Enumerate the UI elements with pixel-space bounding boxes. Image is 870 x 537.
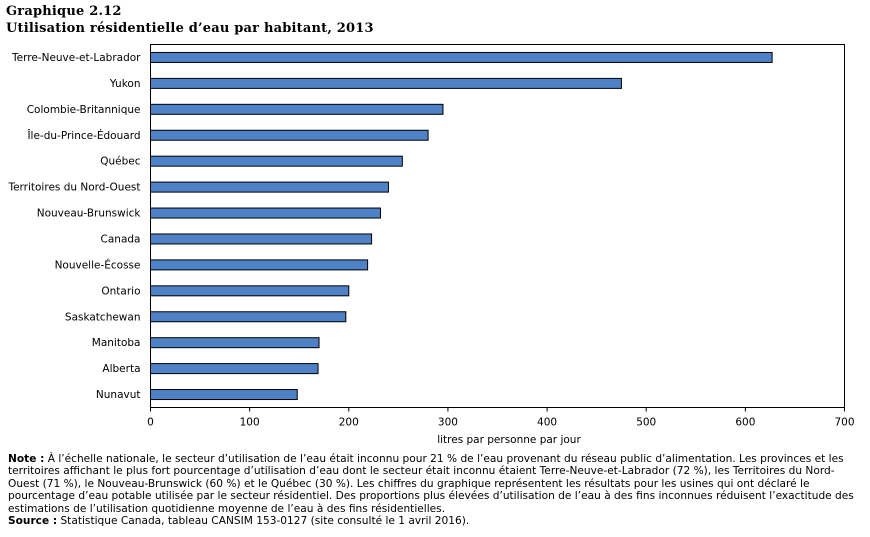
category-label-4: Québec [100,156,141,168]
bar-2 [150,103,444,115]
bars-group [150,51,773,401]
x-tick-label-3: 300 [438,417,458,429]
bar-9 [150,285,350,297]
category-label-11: Manitoba [92,337,141,349]
bar-5 [150,181,389,193]
bar-1 [150,77,622,89]
figure-number: Graphique 2.12 [6,4,122,19]
bar-0 [150,51,773,63]
chart-header: Graphique 2.12 Utilisation résidentielle… [6,3,374,37]
category-label-12: Alberta [102,363,140,375]
bar-13 [150,389,298,401]
note-label: Note : [8,453,45,465]
source-text: Statistique Canada, tableau CANSIM 153-0… [60,515,470,528]
bar-12 [150,363,319,375]
category-label-2: Colombie-Britannique [27,104,141,116]
category-labels-group: Terre-Neuve-et-Labrador Yukon Colombie-Bri… [7,52,141,401]
note-text: À l’échelle nationale, le secteur d’util… [8,453,854,515]
source-paragraph: Source : Statistique Canada, tableau CAN… [8,515,864,527]
category-label-1: Yukon [109,78,141,90]
bar-4 [150,155,403,167]
x-tick-label-1: 100 [240,417,260,429]
x-tick-label-5: 500 [636,417,656,429]
x-tick-label-0: 0 [147,417,154,429]
x-tick-label-6: 600 [735,417,755,429]
plot-area-frame [150,44,845,408]
x-axis-label: litres par personne par jour [437,434,581,446]
category-label-0: Terre-Neuve-et-Labrador [11,52,141,64]
category-label-6: Nouveau-Brunswick [37,208,142,220]
category-label-7: Canada [101,233,141,245]
note-paragraph: Note : À l’échelle nationale, le secteur… [8,453,864,515]
category-label-5: Territoires du Nord-Ouest [7,182,140,194]
category-label-13: Nunavut [96,389,141,401]
x-tick-label-4: 400 [537,417,557,429]
category-label-9: Ontario [101,285,140,297]
bar-6 [150,207,382,219]
x-axis-ticks-group: 0 100 200 300 400 500 600 700 [147,407,855,429]
bar-3 [150,129,429,141]
x-tick-label-2: 200 [339,417,359,429]
bar-10 [150,311,347,323]
bar-8 [150,259,369,271]
source-label: Source : [8,515,58,528]
category-label-8: Nouvelle-Écosse [55,258,141,271]
category-label-10: Saskatchewan [65,311,141,323]
bar-chart: Terre-Neuve-et-Labrador Yukon Colombie-Bri… [7,44,855,446]
x-tick-label-7: 700 [834,417,854,429]
chart-footer: Note : À l’échelle nationale, le secteur… [8,453,864,527]
category-label-3: Île-du-Prince-Édouard [26,129,140,142]
chart-title: Utilisation résidentielle d’eau par habi… [6,21,374,36]
bar-7 [150,233,373,245]
bar-11 [150,337,320,349]
